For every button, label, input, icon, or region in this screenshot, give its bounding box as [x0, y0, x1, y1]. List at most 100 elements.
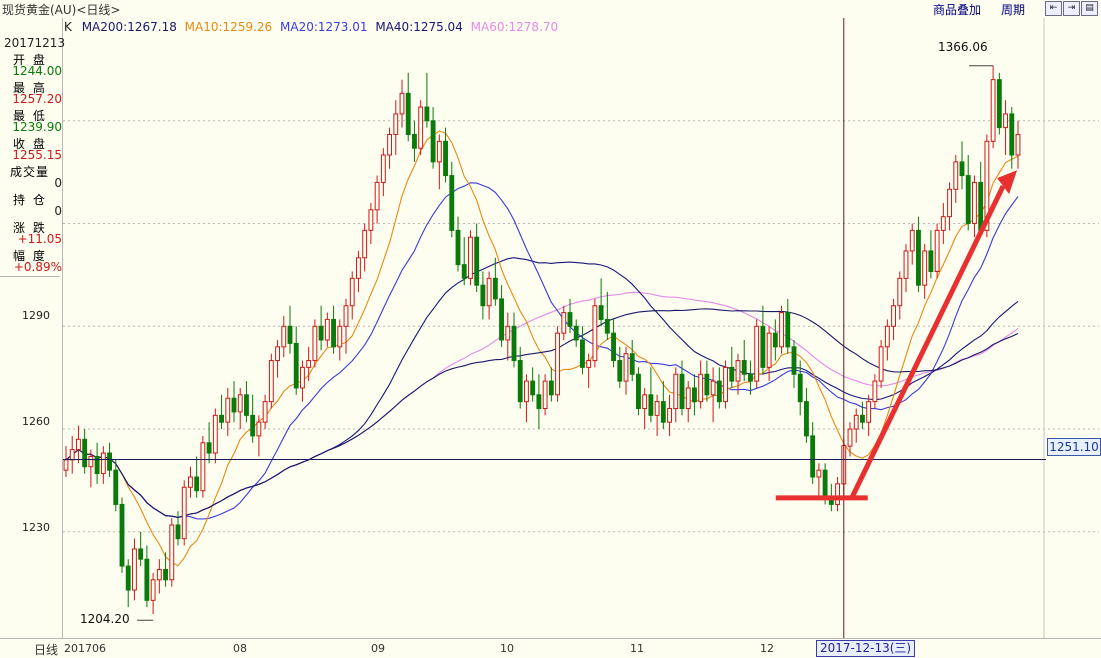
candle-body — [486, 277, 492, 307]
candle-body — [748, 373, 753, 382]
period-label[interactable]: 日线 — [34, 643, 59, 657]
candle-body — [916, 229, 921, 286]
candle-body — [300, 366, 305, 389]
high-label: 最 高 — [13, 81, 47, 95]
candle-body — [63, 459, 69, 471]
candle-body — [474, 236, 480, 286]
candle-body — [710, 380, 716, 396]
candle-body — [567, 312, 573, 327]
legend-ma200: MA200:1267.18 — [81, 20, 177, 34]
candle-body — [225, 397, 231, 423]
ma20-line — [65, 182, 1019, 520]
candle-body — [349, 277, 355, 307]
candle-body — [660, 401, 666, 423]
close-label: 收 盘 — [13, 137, 47, 151]
candle-body — [965, 175, 971, 225]
legend-k: K — [64, 20, 72, 34]
candle-body — [94, 455, 100, 475]
candle-body — [692, 387, 697, 403]
candle-body — [337, 325, 343, 348]
candle-body — [891, 305, 896, 327]
oi-value: 0 — [54, 204, 62, 218]
candle-body — [704, 373, 710, 396]
candle-body — [324, 318, 330, 341]
x-tick-label: 10 — [500, 642, 514, 655]
y-tick-label: 1260 — [22, 415, 50, 428]
candle-body — [636, 373, 641, 409]
candle-body — [555, 332, 560, 396]
candle-body — [928, 250, 934, 272]
expand-icon[interactable]: ⇥ — [1063, 1, 1080, 16]
period-button[interactable]: 周期 — [1001, 3, 1026, 17]
candle-body — [586, 360, 592, 368]
overlay-button[interactable]: 商品叠加 — [933, 3, 982, 17]
candle-body — [181, 486, 187, 540]
candle-body — [237, 394, 243, 413]
candle-body — [219, 414, 224, 423]
y-tick-label: 1230 — [22, 521, 50, 534]
candle-body — [132, 548, 137, 591]
candle-body — [791, 346, 797, 375]
candle-body — [766, 332, 772, 368]
candle-body — [517, 360, 523, 403]
candle-body — [959, 161, 965, 177]
candle-body — [399, 92, 405, 115]
candle-body — [847, 428, 853, 447]
candle-body — [331, 318, 336, 348]
candle-body — [138, 548, 144, 560]
candle-body — [125, 565, 131, 591]
candle-body — [244, 394, 249, 416]
candle-body — [468, 236, 473, 279]
candle-body — [505, 325, 511, 341]
trend-arrow-head — [997, 170, 1018, 195]
candle-body — [88, 455, 94, 468]
high-value: 1257.20 — [12, 92, 62, 106]
candle-body — [797, 373, 803, 403]
candle-body — [940, 216, 946, 231]
candle-body — [287, 325, 293, 344]
candle-body — [716, 380, 722, 403]
candlestick-chart[interactable] — [0, 0, 1101, 638]
pct-label: 幅 度 — [13, 249, 47, 263]
candle-body — [393, 113, 399, 135]
candle-body — [897, 277, 903, 307]
window-layout-icon[interactable]: ▤ — [1081, 1, 1098, 16]
candle-body — [268, 360, 274, 403]
candle-body — [629, 353, 635, 375]
trend-arrow-shaft — [849, 185, 1006, 499]
candle-body — [511, 325, 517, 362]
chart-title: 现货黄金(AU)<日线> — [2, 3, 121, 17]
candle-body — [231, 397, 237, 413]
quote-info-panel: 20171213 开 盘 1244.00 最 高 1257.20 最 低 123… — [0, 18, 65, 638]
candle-body — [573, 325, 579, 341]
candle-body — [934, 229, 940, 272]
candle-body — [642, 394, 648, 409]
candle-body — [611, 332, 616, 362]
oi-label: 持 仓 — [13, 193, 47, 207]
open-label: 开 盘 — [13, 53, 47, 67]
candle-body — [822, 469, 828, 499]
candle-body — [356, 257, 361, 279]
candle-body — [866, 401, 872, 423]
candle-body — [860, 414, 865, 423]
candle-body — [810, 435, 816, 478]
candle-body — [978, 181, 984, 231]
candle-body — [119, 503, 125, 567]
candle-body — [785, 312, 791, 348]
price-tag: 1251.10 — [1047, 438, 1101, 456]
candle-body — [648, 394, 654, 416]
shrink-icon[interactable]: ⇤ — [1045, 1, 1062, 16]
candle-body — [194, 476, 200, 492]
candle-body — [69, 449, 75, 461]
candle-body — [436, 140, 442, 163]
candle-body — [592, 305, 598, 362]
candle-body — [524, 380, 529, 403]
low-value: 1239.90 — [12, 120, 62, 134]
x-tick-label: 12 — [760, 642, 774, 655]
candle-body — [312, 325, 318, 362]
candle-body — [698, 373, 704, 403]
candle-body — [449, 175, 455, 231]
ma-legend: K MA200:1267.18 MA10:1259.26 MA20:1273.0… — [64, 20, 558, 34]
candle-body — [667, 407, 672, 423]
candle-body — [1015, 133, 1021, 156]
